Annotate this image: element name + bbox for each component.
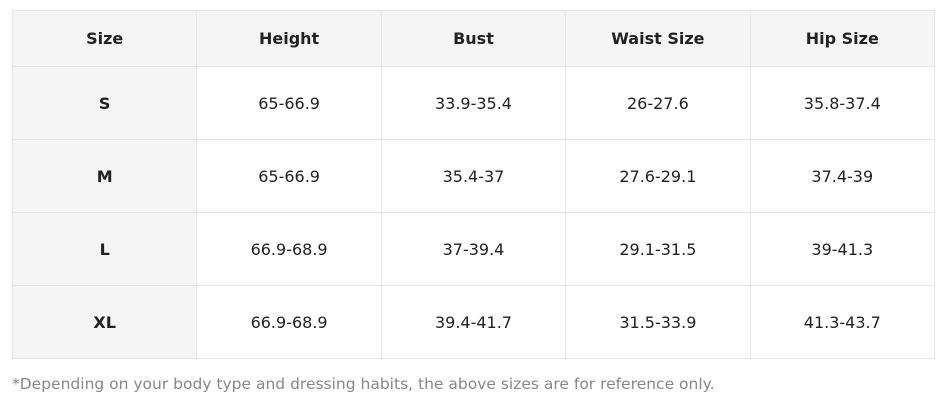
table-row: L 66.9-68.9 37-39.4 29.1-31.5 39-41.3 bbox=[11, 212, 936, 286]
size-table: Size Height Bust Waist Size Hip Size S 65-66.… bbox=[11, 10, 936, 359]
header-cell: Height bbox=[196, 10, 382, 67]
footnote: *Depending on your body type and dressin… bbox=[12, 375, 715, 393]
table-cell: 37.4-39 bbox=[749, 139, 936, 213]
header-cell: Waist Size bbox=[565, 10, 751, 67]
table-cell: 35.4-37 bbox=[380, 139, 567, 213]
header-row: Size Height Bust Waist Size Hip Size bbox=[11, 10, 936, 67]
table-cell: 29.1-31.5 bbox=[565, 212, 751, 286]
table-cell: 33.9-35.4 bbox=[380, 66, 567, 140]
table-cell: 66.9-68.9 bbox=[196, 285, 382, 359]
table-cell: 65-66.9 bbox=[196, 139, 382, 213]
table-row: S 65-66.9 33.9-35.4 26-27.6 35.8-37.4 bbox=[11, 66, 936, 140]
table-cell: 41.3-43.7 bbox=[749, 285, 936, 359]
size-cell: L bbox=[11, 212, 198, 286]
table-cell: 35.8-37.4 bbox=[749, 66, 936, 140]
header-cell: Bust bbox=[380, 10, 567, 67]
table-cell: 65-66.9 bbox=[196, 66, 382, 140]
table-head: Size Height Bust Waist Size Hip Size bbox=[11, 10, 936, 67]
table-cell: 39.4-41.7 bbox=[380, 285, 567, 359]
header-cell: Size bbox=[11, 10, 198, 67]
table-cell: 26-27.6 bbox=[565, 66, 751, 140]
header-cell: Hip Size bbox=[749, 10, 936, 67]
size-cell: M bbox=[11, 139, 198, 213]
size-cell: S bbox=[11, 66, 198, 140]
table-cell: 27.6-29.1 bbox=[565, 139, 751, 213]
table-cell: 31.5-33.9 bbox=[565, 285, 751, 359]
table-cell: 39-41.3 bbox=[749, 212, 936, 286]
table-body: S 65-66.9 33.9-35.4 26-27.6 35.8-37.4 M 65-66.… bbox=[11, 66, 936, 359]
size-cell: XL bbox=[11, 285, 198, 359]
table-cell: 37-39.4 bbox=[380, 212, 567, 286]
table-row: M 65-66.9 35.4-37 27.6-29.1 37.4-39 bbox=[11, 139, 936, 213]
table-cell: 66.9-68.9 bbox=[196, 212, 382, 286]
table-row: XL 66.9-68.9 39.4-41.7 31.5-33.9 41.3-43.7 bbox=[11, 285, 936, 359]
